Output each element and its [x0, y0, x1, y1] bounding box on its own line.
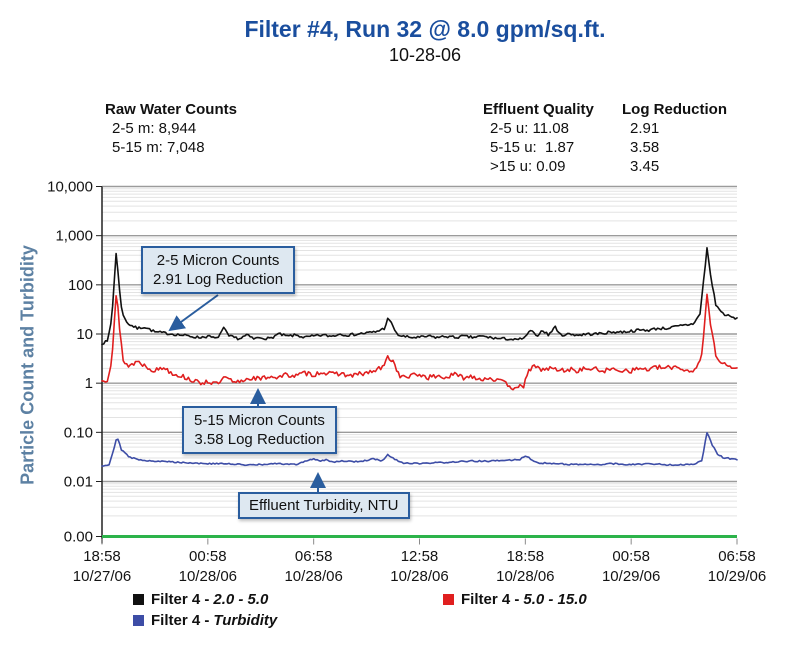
callout-5-15-line1: 5-15 Micron Counts: [194, 412, 325, 429]
legend-label-turbidity: Filter 4 - Turbidity: [151, 612, 278, 629]
series-line-filter4-5-15: [101, 293, 738, 391]
callout-5-15-micron: 5-15 Micron Counts 3.58 Log Reduction: [182, 406, 337, 454]
y-tick-label: 0.01: [64, 474, 93, 491]
y-tick-label: 0.10: [64, 424, 93, 441]
callout-turbidity-line1: Effluent Turbidity, NTU: [249, 497, 399, 514]
x-tick-date: 10/28/06: [179, 568, 237, 585]
x-tick-date: 10/27/06: [73, 568, 131, 585]
legend-swatch-5-15: [443, 594, 454, 605]
raw-water-counts-block: Raw Water Counts 2-5 m: 8,944 5-15 m: 7,…: [105, 100, 237, 157]
log-reduction-5-15: 3.58: [630, 139, 660, 156]
x-tick-time: 06:58: [295, 548, 333, 565]
legend-label-5-15: Filter 4 -5.0 - 15.0: [461, 591, 587, 608]
legend-item-2-5: Filter 4 -2.0 - 5.0: [133, 591, 268, 608]
legend-item-5-15: Filter 4 -5.0 - 15.0: [443, 591, 587, 608]
raw-water-2-5: 2-5 m: 8,944: [112, 120, 197, 137]
effluent-quality-block: Effluent Quality 2-5 u: 11.08 5-15 u: 1.…: [483, 100, 594, 176]
y-tick-label: 0.00: [64, 529, 93, 546]
x-tick-date: 10/28/06: [390, 568, 448, 585]
x-tick-date: 10/28/06: [496, 568, 554, 585]
legend-label-2-5: Filter 4 -2.0 - 5.0: [151, 591, 269, 608]
effluent-gt15: >15 u: 0.09: [490, 158, 566, 175]
y-tick-label: 1: [85, 375, 93, 392]
chart-subtitle: 10-28-06: [388, 45, 462, 65]
x-tick-time: 12:58: [401, 548, 439, 565]
callout-2-5-line1: 2-5 Micron Counts: [156, 252, 280, 269]
callout-arrow-1: [168, 294, 219, 332]
log-reduction-heading: Log Reduction: [622, 101, 727, 118]
raw-water-5-15: 5-15 m: 7,048: [112, 139, 205, 156]
callout-2-5-line2: 2.91 Log Reduction: [153, 271, 284, 288]
callout-5-15-line2: 3.58 Log Reduction: [194, 431, 325, 448]
y-tick-label: 1,000: [55, 228, 93, 245]
x-tick-date: 10/28/06: [284, 568, 342, 585]
legend-swatch-2-5: [133, 594, 144, 605]
x-tick-time: 00:58: [189, 548, 227, 565]
x-tick-time: 06:58: [718, 548, 756, 565]
log-reduction-gt15: 3.45: [630, 158, 660, 175]
log-reduction-block: Log Reduction 2.91 3.58 3.45: [622, 100, 727, 176]
y-tick-label: 10: [76, 326, 93, 343]
series-line-filter4-2-5: [101, 247, 738, 346]
raw-water-heading: Raw Water Counts: [105, 101, 237, 118]
x-tick-time: 18:58: [83, 548, 121, 565]
effluent-5-15: 5-15 u: 1.87: [490, 139, 575, 156]
x-tick-time: 00:58: [612, 548, 650, 565]
log-reduction-2-5: 2.91: [630, 120, 660, 137]
y-tick-label: 10,000: [47, 179, 93, 196]
chart-title: Filter #4, Run 32 @ 8.0 gpm/sq.ft.: [244, 16, 606, 42]
effluent-2-5: 2-5 u: 11.08: [490, 120, 569, 137]
legend-swatch-turbidity: [133, 615, 144, 626]
y-tick-label: 100: [68, 277, 93, 294]
series-line-filter4-turbidity: [101, 432, 738, 467]
x-tick-time: 18:58: [507, 548, 545, 565]
effluent-heading: Effluent Quality: [483, 101, 594, 118]
legend-item-turbidity: Filter 4 - Turbidity: [133, 612, 277, 629]
callout-effluent-turbidity: Effluent Turbidity, NTU: [238, 492, 410, 519]
x-tick-date: 10/29/06: [708, 568, 766, 585]
callout-2-5-micron: 2-5 Micron Counts 2.91 Log Reduction: [141, 246, 296, 294]
x-tick-date: 10/29/06: [602, 568, 660, 585]
